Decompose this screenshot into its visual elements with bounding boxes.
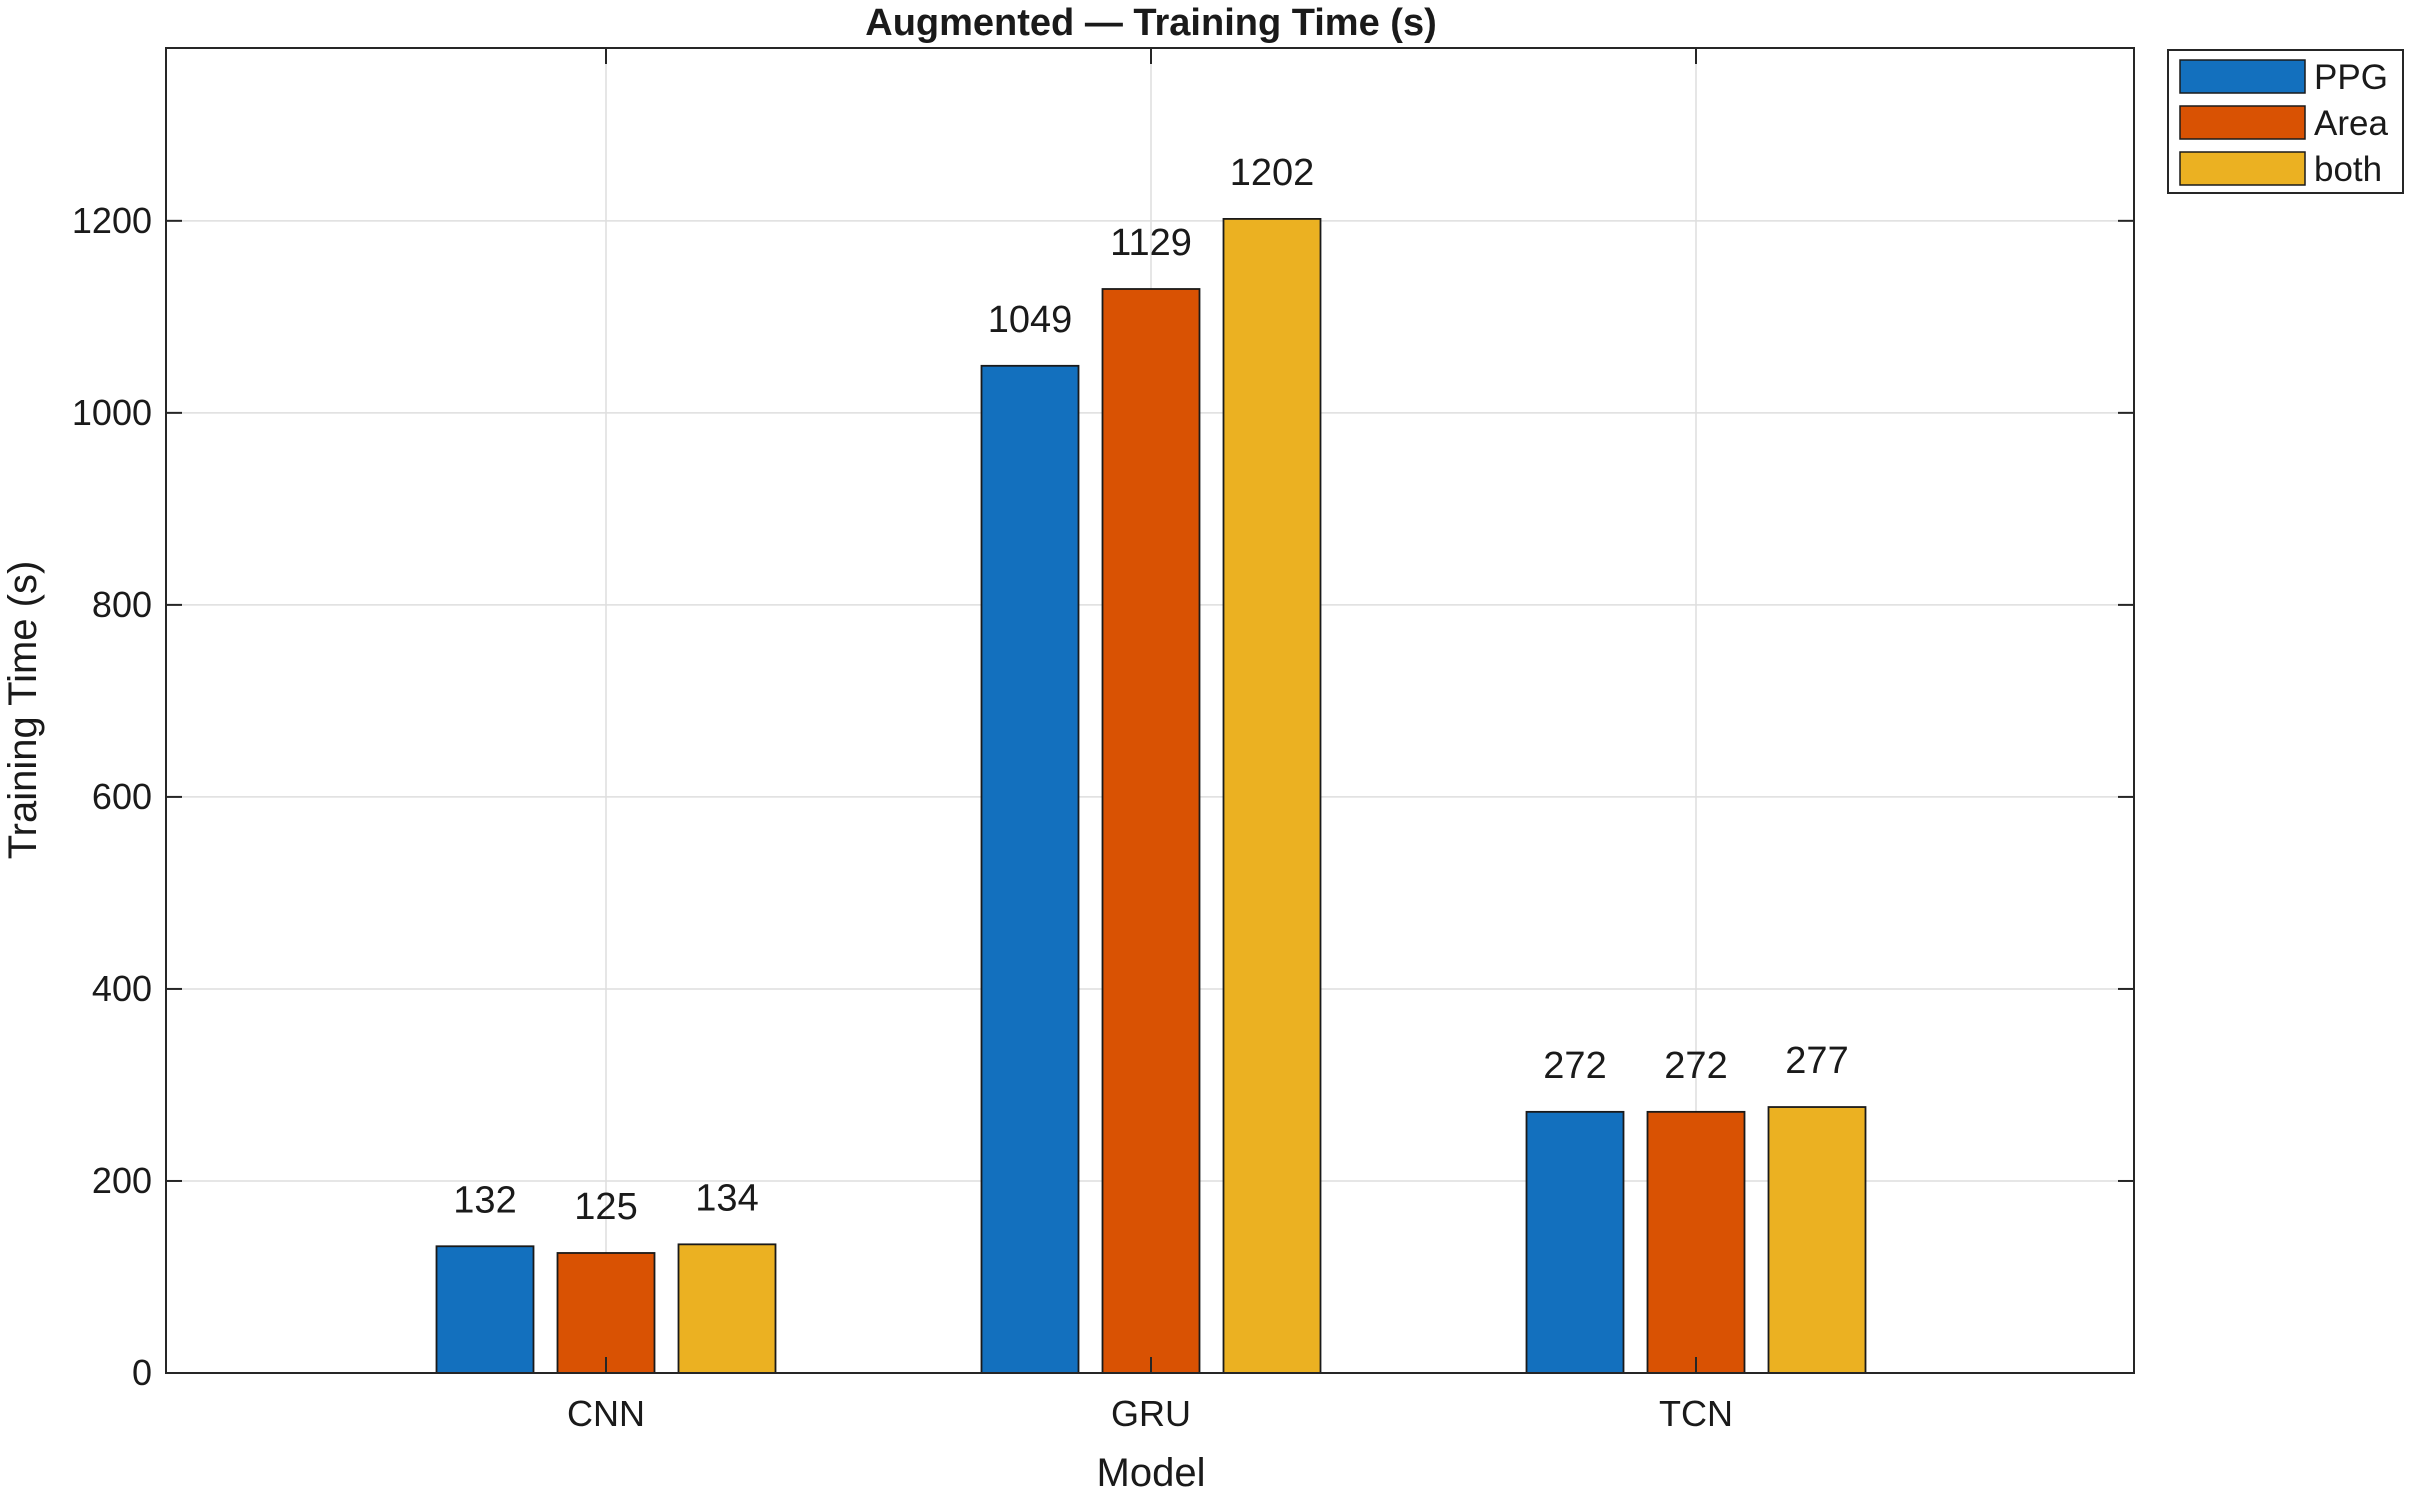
data-label-area-tcn: 272	[1664, 1045, 1727, 1087]
data-label-ppg-cnn: 132	[453, 1179, 516, 1221]
y-tick-label: 1200	[72, 200, 152, 241]
x-tick-label: TCN	[1659, 1393, 1733, 1434]
legend-label-area: Area	[2314, 104, 2388, 143]
data-labels: 132 125 134 1049 1129 1202 272 272 277	[453, 152, 1848, 1228]
bar-ppg-gru	[980, 364, 1080, 1374]
data-label-both-tcn: 277	[1785, 1040, 1848, 1082]
y-tick-label: 200	[92, 1160, 152, 1201]
legend-swatch-area	[2179, 105, 2306, 140]
data-label-area-cnn: 125	[574, 1186, 637, 1228]
legend-label-both: both	[2314, 150, 2382, 189]
bar-both-cnn	[677, 1243, 777, 1374]
legend-label-ppg: PPG	[2314, 58, 2388, 97]
tick-labels: 0 200 400 600 800 1000 1200 CNN GRU TCN	[72, 200, 1733, 1434]
y-tick-label: 800	[92, 584, 152, 625]
x-axis-label: Model	[1097, 1451, 1206, 1489]
y-axis-label: Training Time (s)	[1, 561, 45, 860]
bar-area-gru	[1101, 288, 1201, 1374]
legend: PPG Area both	[2167, 49, 2404, 194]
y-tick-label: 400	[92, 968, 152, 1009]
data-label-both-gru: 1202	[1230, 152, 1315, 194]
legend-swatch-ppg	[2179, 59, 2306, 94]
y-tick-label: 1000	[72, 392, 152, 433]
bars	[435, 218, 1867, 1374]
bar-ppg-tcn	[1525, 1110, 1625, 1374]
data-label-ppg-gru: 1049	[988, 299, 1073, 341]
x-tick-label: GRU	[1111, 1393, 1191, 1434]
legend-swatch-both	[2179, 151, 2306, 186]
bar-both-gru	[1222, 218, 1322, 1374]
data-label-ppg-tcn: 272	[1543, 1045, 1606, 1087]
bar-area-tcn	[1646, 1110, 1746, 1374]
x-tick-label: CNN	[567, 1393, 645, 1434]
bar-ppg-cnn	[435, 1245, 535, 1374]
axes-frame	[165, 47, 2135, 1374]
bar-both-tcn	[1767, 1106, 1867, 1374]
y-tick-label: 600	[92, 776, 152, 817]
data-label-area-gru: 1129	[1110, 222, 1192, 264]
data-label-both-cnn: 134	[695, 1177, 758, 1219]
bar-area-cnn	[556, 1252, 656, 1374]
y-tick-label: 0	[132, 1352, 152, 1393]
chart-title: Augmented — Training Time (s)	[865, 2, 1436, 44]
